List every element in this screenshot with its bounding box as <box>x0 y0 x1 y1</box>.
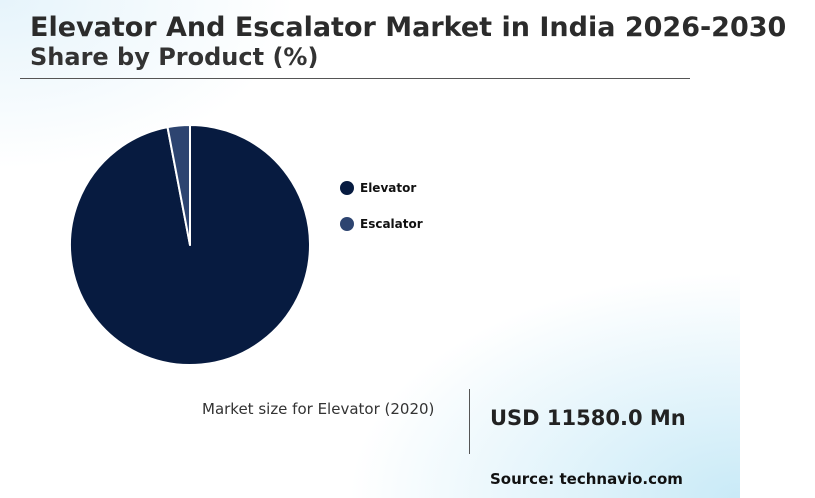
legend-item-escalator[interactable]: Escalator <box>340 206 423 242</box>
pie-chart <box>69 124 311 366</box>
title-divider <box>20 78 690 79</box>
kpi-label: Market size for Elevator (2020) <box>202 400 435 418</box>
chart-title: Elevator And Escalator Market in India 2… <box>30 12 787 43</box>
source-credit: Source: technavio.com <box>490 470 683 488</box>
legend: Elevator Escalator <box>340 170 423 242</box>
chart-panel: Elevator And Escalator Market in India 2… <box>0 0 786 498</box>
legend-swatch-escalator <box>340 217 354 231</box>
kpi-divider <box>469 389 470 454</box>
legend-swatch-elevator <box>340 181 354 195</box>
chart-subtitle: Share by Product (%) <box>30 43 319 71</box>
kpi-value: USD 11580.0 Mn <box>490 406 686 430</box>
legend-item-elevator[interactable]: Elevator <box>340 170 423 206</box>
legend-label-escalator: Escalator <box>360 217 423 231</box>
legend-label-elevator: Elevator <box>360 181 417 195</box>
pie-slice-escalator[interactable] <box>166 124 191 246</box>
